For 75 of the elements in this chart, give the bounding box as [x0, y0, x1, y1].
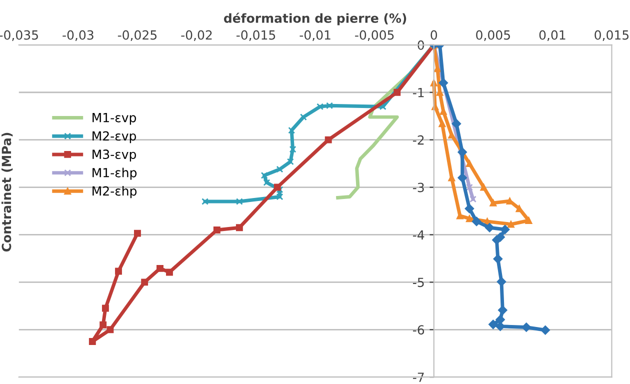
point — [498, 306, 508, 315]
x-tick-label: -0,03 — [62, 30, 94, 42]
point — [274, 184, 281, 191]
x-tick-label: 0 — [430, 30, 438, 40]
point — [438, 78, 448, 88]
point — [141, 278, 148, 286]
point — [500, 224, 510, 234]
x-axis-title: déformation de pierre (%) — [224, 12, 406, 26]
point — [466, 184, 473, 191]
y-axis-title: Contrainet (MPa) — [2, 132, 13, 252]
point — [452, 119, 462, 128]
point — [466, 160, 473, 168]
point — [470, 196, 476, 203]
point — [166, 268, 173, 276]
legend-label: M2-εhp — [92, 186, 137, 198]
y-tick-label: -2 — [413, 135, 424, 145]
point — [286, 158, 294, 166]
point — [438, 120, 446, 128]
legend-label: M1-εvp — [92, 113, 136, 125]
point — [288, 126, 296, 134]
point — [300, 114, 307, 121]
point — [490, 199, 497, 206]
legend-label: M1-εhp — [92, 168, 137, 180]
point — [102, 304, 109, 312]
point — [276, 186, 284, 194]
point — [289, 146, 296, 153]
point — [326, 102, 334, 110]
point — [100, 321, 107, 328]
point — [466, 215, 473, 222]
y-tick-label: -1 — [413, 88, 424, 98]
point — [202, 198, 209, 205]
x-tick-label: 0,015 — [594, 30, 629, 42]
point — [394, 88, 401, 96]
point — [484, 222, 494, 232]
point — [316, 103, 324, 110]
point — [472, 216, 482, 226]
point — [134, 230, 141, 237]
point — [213, 226, 220, 234]
legend-label: M3-εvp — [92, 150, 136, 162]
y-tick-label: -6 — [413, 325, 424, 335]
y-tick-label: -4 — [413, 230, 424, 240]
point — [448, 132, 456, 139]
point — [236, 224, 243, 232]
point — [464, 204, 474, 214]
point — [458, 173, 467, 182]
point — [525, 217, 532, 224]
point — [507, 220, 514, 228]
y-tick-label: -3 — [413, 182, 424, 192]
point — [496, 277, 506, 286]
point — [260, 172, 268, 179]
x-tick-label: 0,01 — [539, 30, 566, 42]
point — [106, 326, 114, 334]
point — [236, 198, 243, 205]
point — [480, 184, 488, 191]
point — [263, 179, 270, 186]
y-tick-label: -5 — [413, 278, 424, 288]
point — [522, 322, 531, 332]
point — [88, 338, 96, 345]
x-tick-label: 0,005 — [476, 30, 510, 42]
x-tick-label: -0,005 — [355, 30, 394, 42]
x-tick-label: -0,025 — [118, 30, 157, 42]
point — [276, 166, 284, 173]
point — [492, 235, 502, 245]
legend-label: M2-εvp — [92, 131, 136, 144]
point — [324, 136, 332, 144]
x-tick-label: -0,02 — [181, 30, 212, 42]
x-tick-label: -0,015 — [236, 30, 276, 42]
x-tick-label: -0,01 — [300, 30, 330, 42]
point — [493, 254, 503, 264]
point — [156, 264, 164, 272]
point — [115, 268, 122, 275]
point — [516, 205, 523, 212]
point — [276, 193, 284, 200]
point — [488, 320, 498, 330]
point — [540, 325, 550, 335]
